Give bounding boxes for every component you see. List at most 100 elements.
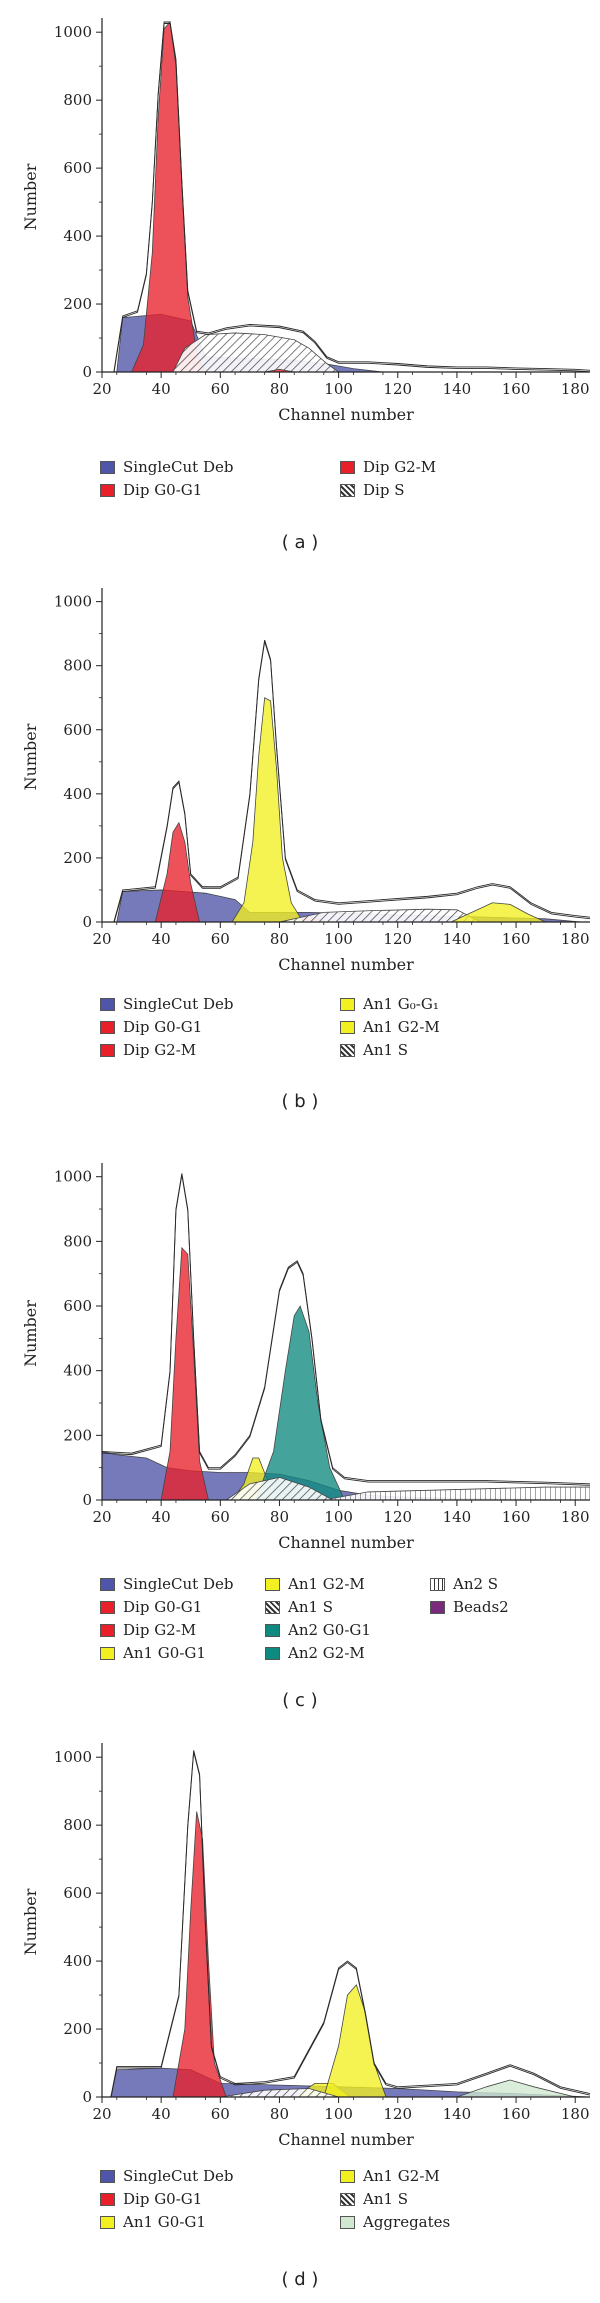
legend-swatch [100, 1577, 115, 1591]
x-tick-label: 80 [270, 930, 289, 948]
legend-label: An1 G2-M [288, 1575, 365, 1593]
x-tick-label: 40 [152, 2105, 171, 2123]
legend-item-an1-g0-g1: An1 G0-G1 [100, 1644, 206, 1662]
area-dip-s [172, 332, 340, 372]
legend-swatch [430, 1600, 445, 1614]
y-tick-label: 1000 [54, 593, 92, 611]
legend-swatch [340, 460, 355, 474]
legend-label: An2 G2-M [288, 1644, 365, 1662]
panel-label-d: ( d ) [281, 2269, 319, 2290]
panel-label-c: ( c ) [282, 1690, 318, 1711]
legend-label: Dip G0-G1 [123, 481, 203, 499]
x-tick-label: 180 [561, 2105, 590, 2123]
legend-item-an1-g0-g1: An1 G0-G1 [100, 2213, 206, 2231]
y-tick-label: 0 [82, 1491, 92, 1509]
legend-label: Dip G0-G1 [123, 1598, 203, 1616]
x-tick-label: 180 [561, 380, 590, 398]
y-axis-label: Number [21, 723, 40, 790]
x-tick-label: 80 [270, 2105, 289, 2123]
legend-label: Beads2 [453, 1598, 509, 1616]
legend-item-an1-g2-m: An1 G2-M [340, 2167, 440, 2185]
legend-item-an1-s: An1 S [340, 1041, 408, 1059]
x-tick-label: 180 [561, 930, 590, 948]
y-tick-label: 400 [63, 1362, 92, 1380]
x-tick-label: 40 [152, 380, 171, 398]
x-tick-label: 120 [383, 930, 412, 948]
area-dip-g0-g1 [160, 1246, 209, 1500]
legend-label: Dip G2-M [123, 1041, 197, 1059]
y-tick-label: 1000 [54, 23, 92, 41]
legend-swatch [340, 2192, 355, 2206]
y-tick-label: 200 [63, 849, 92, 867]
legend-label: An1 G₀-G₁ [363, 995, 439, 1013]
legend-label: An1 S [363, 1041, 409, 1059]
x-tick-label: 60 [211, 2105, 230, 2123]
x-tick-label: 160 [502, 2105, 531, 2123]
legend-d: SingleCut Deb Dip G0-G1 An1 G0-G1 An1 G2-M A… [100, 2167, 570, 2237]
chart-panel-d: 20 40 60 80 100 120 140 160 180 0 200 400 600 800 1000… [0, 1725, 600, 2303]
y-tick-label: 800 [63, 91, 92, 109]
legend-swatch [100, 1646, 115, 1660]
y-tick-label: 400 [63, 1952, 92, 1970]
legend-label: An1 G2-M [363, 1018, 440, 1036]
y-axis-label: Number [21, 163, 40, 230]
legend-item-beads2: Beads2 [430, 1598, 509, 1616]
legend-label: An1 G0-G1 [123, 2213, 206, 2231]
legend-label: SingleCut Deb [123, 2167, 234, 2185]
y-tick-label: 800 [63, 1816, 92, 1834]
x-tick-label: 60 [211, 930, 230, 948]
legend-swatch [100, 2192, 115, 2206]
area-dip-g0-g1 [172, 1811, 227, 2097]
legend-swatch [100, 1043, 115, 1057]
legend-swatch [100, 2215, 115, 2229]
area-dip-g2-m [264, 368, 295, 372]
legend-label: An1 G0-G1 [123, 1644, 206, 1662]
x-tick-label: 140 [443, 930, 472, 948]
area-an1-s [220, 2088, 339, 2097]
legend-swatch [265, 1623, 280, 1637]
legend-item-dip-g2-m: Dip G2-M [100, 1041, 196, 1059]
x-tick-label: 80 [270, 380, 289, 398]
y-tick-label: 200 [63, 2020, 92, 2038]
legend-swatch [100, 460, 115, 474]
legend-c: SingleCut Deb Dip G0-G1 Dip G2-M An1 G0-G1 A… [100, 1575, 570, 1662]
x-tick-label: 160 [502, 380, 531, 398]
y-tick-label: 600 [63, 721, 92, 739]
area-an1-g2-m [450, 902, 546, 922]
legend-swatch [100, 1020, 115, 1034]
legend-swatch [340, 2169, 355, 2183]
x-tick-label: 180 [561, 1508, 590, 1526]
x-tick-label: 20 [92, 930, 111, 948]
y-tick-label: 800 [63, 1232, 92, 1250]
x-tick-label: 160 [502, 930, 531, 948]
legend-item-singlecut-deb: SingleCut Deb [100, 995, 233, 1013]
y-axis-label: Number [21, 1300, 40, 1367]
legend-item-an2-g0-g1: An2 G0-G1 [265, 1621, 371, 1639]
legend-swatch [340, 2215, 355, 2229]
legend-item-an1-g2-m: An1 G2-M [265, 1575, 365, 1593]
area-an2-s [323, 1486, 590, 1500]
x-tick-label: 80 [270, 1508, 289, 1526]
x-tick-label: 120 [383, 1508, 412, 1526]
area-aggregates [456, 2079, 576, 2097]
chart-panel-b: 20 40 60 80 100 120 140 160 180 0 200 400 600 800 1000… [0, 570, 600, 1150]
x-tick-label: 120 [383, 2105, 412, 2123]
x-tick-label: 120 [383, 380, 412, 398]
x-axis-label: Channel number [278, 1533, 414, 1552]
x-tick-label: 60 [211, 1508, 230, 1526]
legend-swatch [100, 2169, 115, 2183]
x-tick-label: 160 [502, 1508, 531, 1526]
legend-label: An1 S [363, 2190, 409, 2208]
area-an1-s [225, 1476, 333, 1500]
legend-swatch [265, 1577, 280, 1591]
chart-b-svg: 20 40 60 80 100 120 140 160 180 0 200 400 600 800 1000… [21, 588, 590, 974]
panel-label-a: ( a ) [281, 532, 319, 553]
legend-swatch [100, 1600, 115, 1614]
legend-swatch [340, 483, 355, 497]
y-tick-label: 0 [82, 2088, 92, 2106]
area-singlecut-deb [116, 889, 582, 922]
envelope-line-2 [102, 1174, 590, 1486]
legend-label: Dip G0-G1 [123, 2190, 203, 2208]
area-an1-g2-m [323, 1984, 387, 2097]
envelope-line-2 [113, 641, 590, 922]
